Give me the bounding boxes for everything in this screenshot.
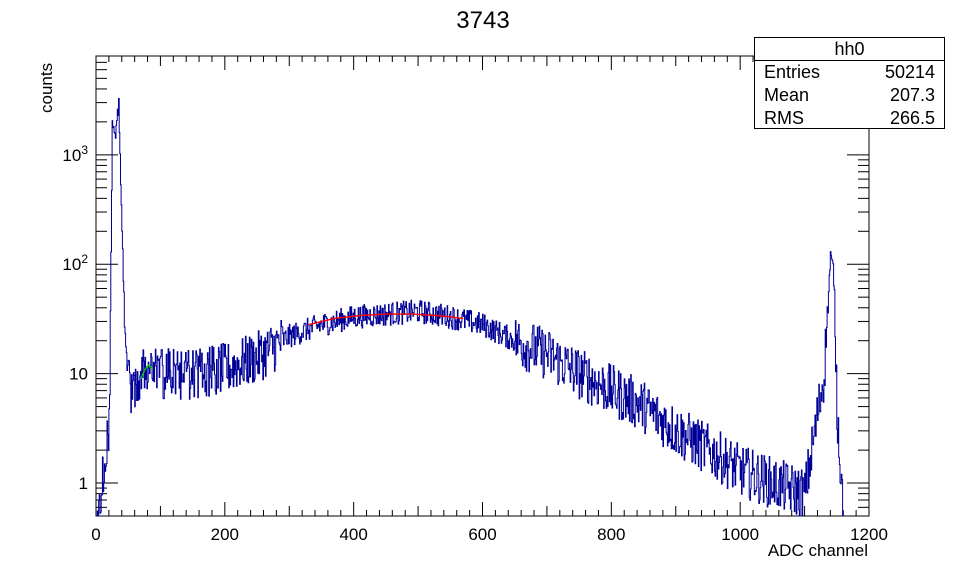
x-tick-label: 1000 <box>721 525 759 544</box>
stats-entries-label: Entries <box>764 62 821 82</box>
stats-rms-label: RMS <box>764 108 804 128</box>
series-layer <box>96 98 844 517</box>
x-tick-label: 0 <box>91 525 100 544</box>
stats-mean-label: Mean <box>764 85 810 105</box>
x-tick-label: 400 <box>339 525 367 544</box>
x-axis-label: ADC channel <box>768 541 868 560</box>
stats-title: hh0 <box>755 38 944 61</box>
stats-mean-value: 207.3 <box>889 85 935 105</box>
x-tick-label: 800 <box>597 525 625 544</box>
y-tick-label: 103 <box>62 143 88 165</box>
series-1-line <box>308 313 464 326</box>
series-2-line <box>140 363 154 379</box>
stats-entries-value: 50214 <box>884 62 935 82</box>
y-tick-label: 1 <box>79 474 88 493</box>
chart-title: 3743 <box>456 7 509 34</box>
y-axis-label: counts <box>37 63 56 113</box>
stats-row-rms: RMS 266.5 <box>755 107 944 130</box>
y-tick-label: 102 <box>62 252 88 274</box>
stats-row-mean: Mean 207.3 <box>755 84 944 107</box>
y-tick-labels: 1 10 102 103 <box>62 143 88 493</box>
stats-rms-value: 266.5 <box>889 108 935 128</box>
x-tick-label: 1200 <box>850 525 888 544</box>
x-tick-labels: 0 200 400 600 800 1000 1200 <box>91 525 888 544</box>
x-tick-label: 200 <box>211 525 239 544</box>
x-tick-label: 600 <box>468 525 496 544</box>
stats-row-entries: Entries 50214 <box>755 61 944 84</box>
stats-box: hh0 Entries 50214 Mean 207.3 RMS 266.5 <box>754 37 945 129</box>
y-tick-label: 10 <box>69 365 88 384</box>
series-0-line <box>96 98 844 517</box>
